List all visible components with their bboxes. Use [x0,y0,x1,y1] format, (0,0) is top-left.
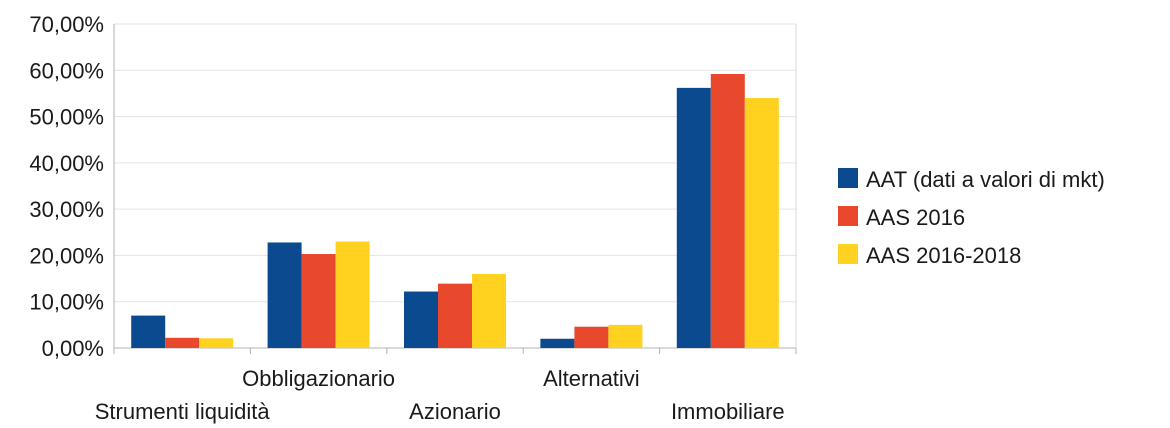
bar [301,254,336,348]
bar [744,98,779,348]
x-category-label: Azionario [409,399,501,424]
x-category-label: Immobiliare [671,399,785,424]
bar [199,338,234,348]
bar [608,324,643,348]
y-tick-label: 20,00% [29,243,104,268]
bar [710,73,745,348]
bar [404,291,438,348]
y-tick-label: 70,00% [29,12,104,37]
bar [131,315,166,348]
gridlines [113,23,797,349]
bars [131,73,779,349]
legend-label: AAT (dati a valori di mkt) [866,167,1105,192]
bar [540,338,575,348]
bar [676,87,711,349]
y-tick-label: 10,00% [29,290,104,315]
legend-swatch [838,244,858,264]
y-tick-label: 30,00% [29,197,104,222]
legend: AAT (dati a valori di mkt) AAS 2016 AAS 20… [838,167,1105,268]
y-tick-label: 40,00% [29,151,104,176]
legend-swatch [838,168,858,188]
bar [335,241,370,348]
x-category-label: Alternativi [543,366,640,391]
bar [472,273,506,348]
bar [165,337,200,348]
bar [438,283,472,348]
y-tick-label: 50,00% [29,105,104,130]
y-tick-label: 0,00% [42,336,104,361]
y-axis: 0,00% 10,00% 20,00% 30,00% 40,00% 50,00% 60,00… [29,12,104,361]
bar [267,242,302,348]
x-category-label: Strumenti liquidità [95,399,271,424]
bar [574,326,609,348]
legend-label: AAS 2016 [866,205,965,230]
legend-label: AAS 2016-2018 [866,243,1021,268]
x-axis: Strumenti liquidità Obbligazionario Aziona… [95,348,797,424]
y-tick-label: 60,00% [29,58,104,83]
x-category-label: Obbligazionario [242,366,395,391]
legend-swatch [838,206,858,226]
